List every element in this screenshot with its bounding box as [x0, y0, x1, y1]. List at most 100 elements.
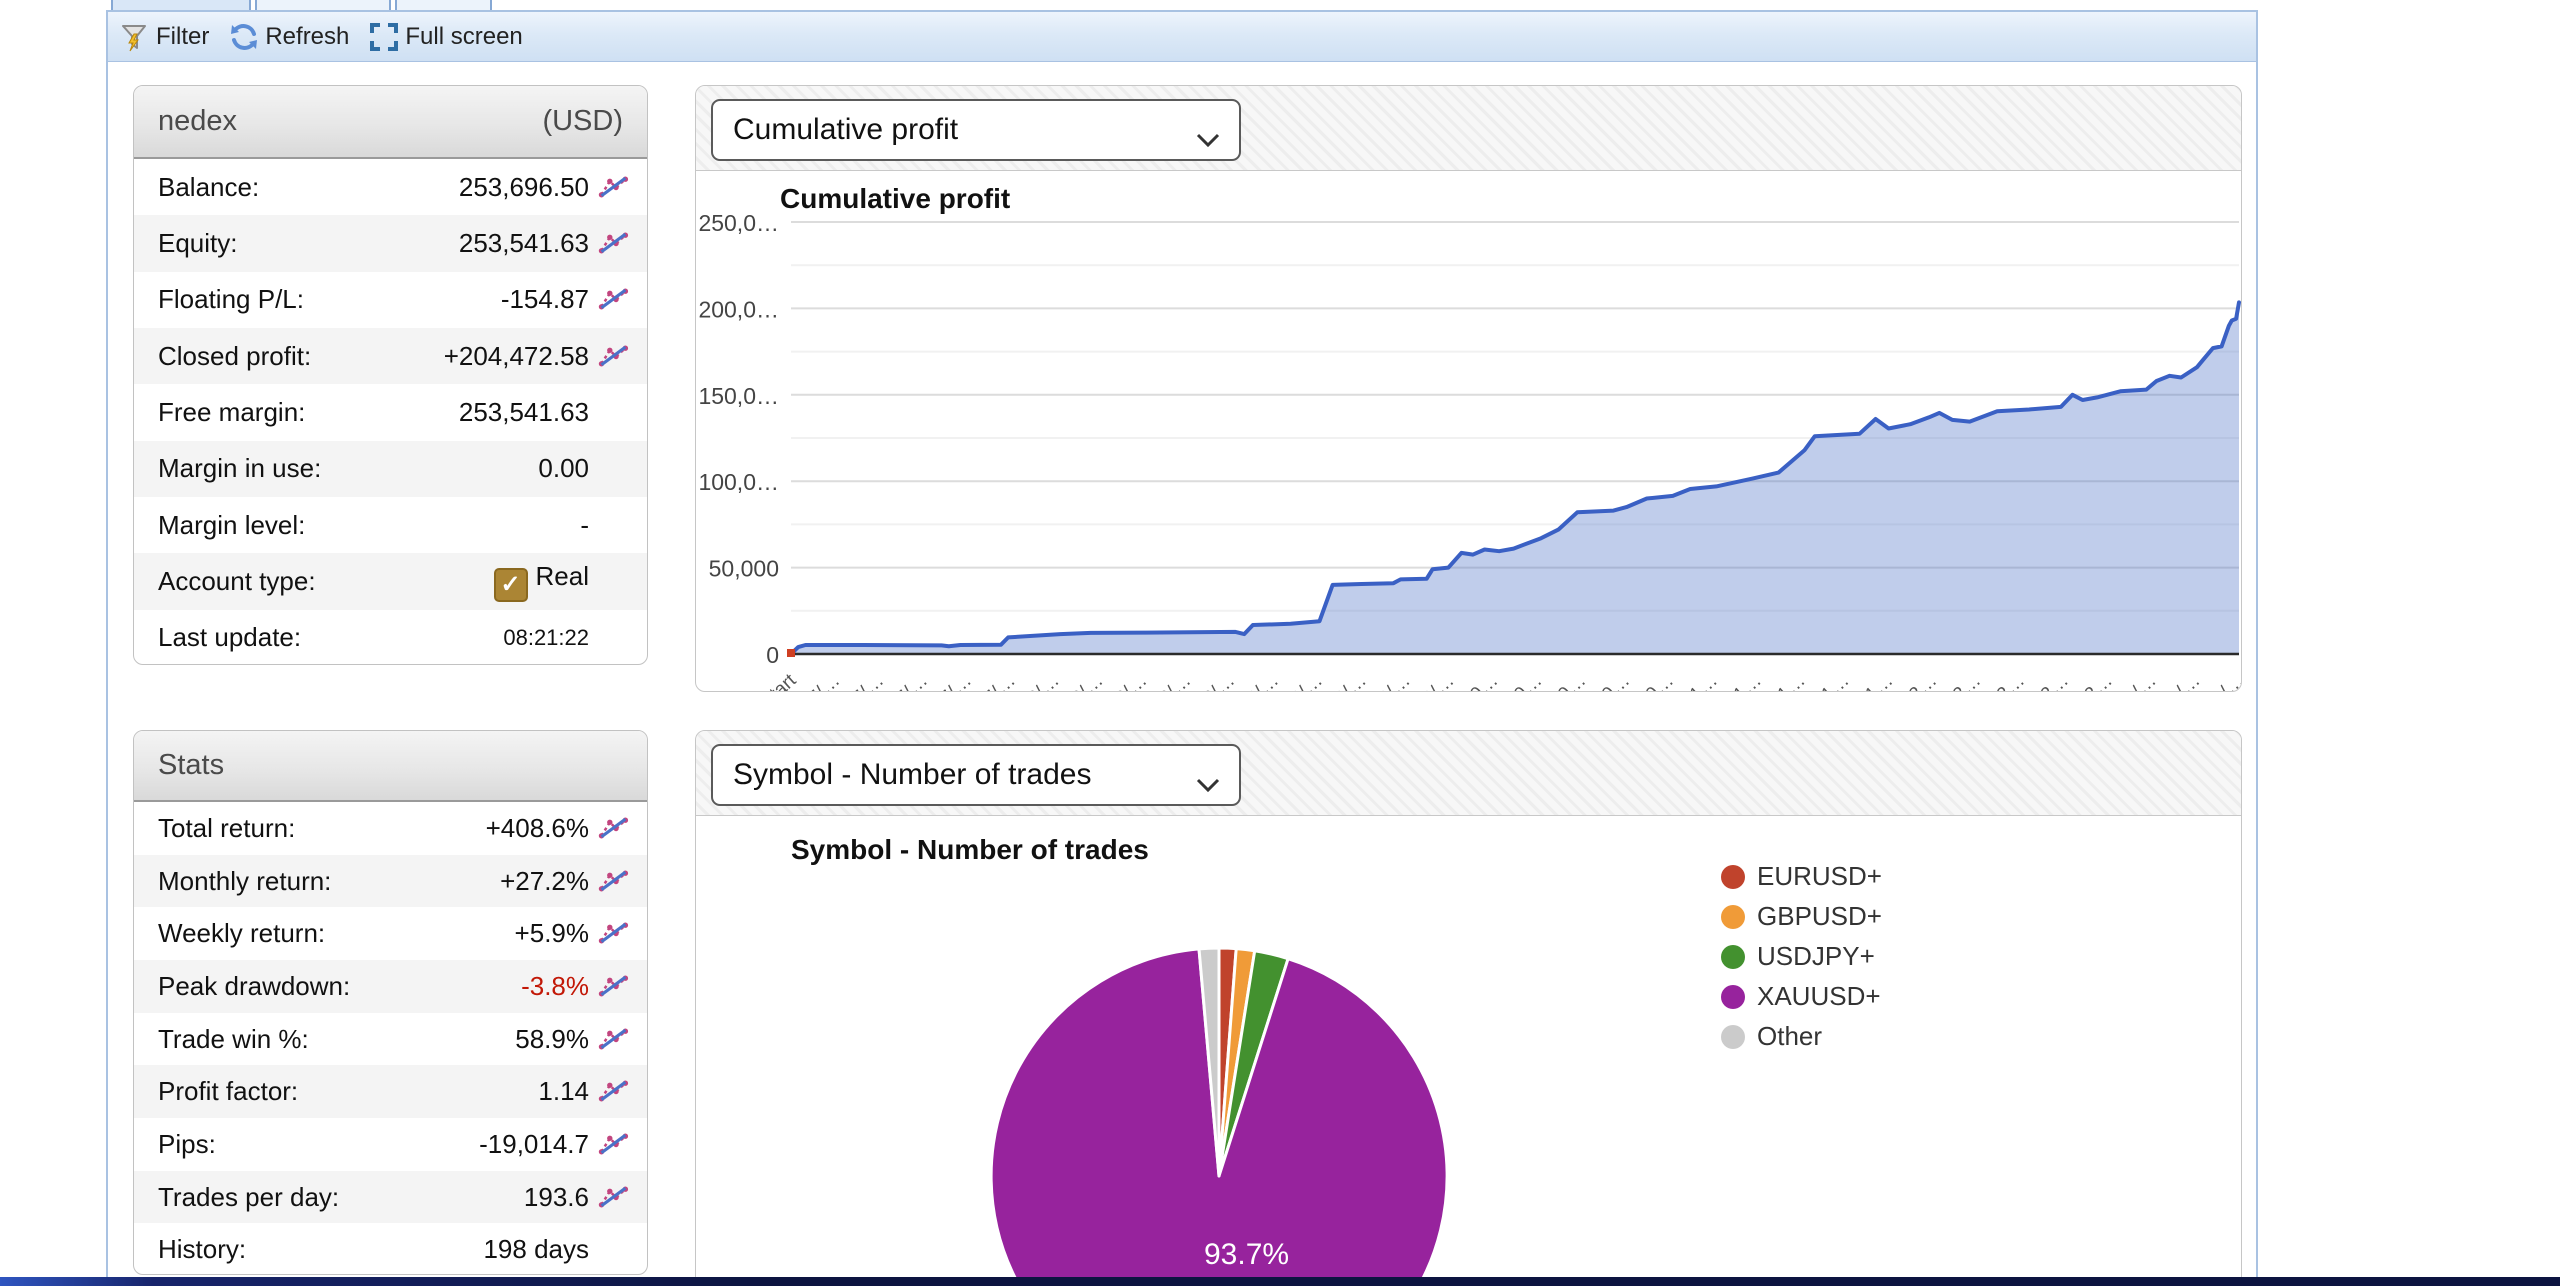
fullscreen-icon: [369, 22, 399, 52]
profit-chart-header: Cumulative profit: [696, 86, 2241, 171]
legend-label: XAUUSD+: [1757, 981, 1881, 1011]
mini-chart-icon[interactable]: [589, 960, 633, 1013]
stats-rows: Total return: +408.6% Monthly return: +27.2…: [134, 802, 647, 1274]
mini-chart-icon[interactable]: [589, 215, 633, 271]
legend-item-xauusd[interactable]: XAUUSD+: [1721, 981, 1881, 1012]
mini-chart-icon[interactable]: [589, 907, 633, 960]
pie-slice-other: [1197, 946, 1221, 1178]
x-axis-label: 9/…: [1419, 670, 1459, 692]
symbol-trades-panel: Symbol - Number of trades Symbol - Numbe…: [695, 730, 2242, 1286]
row-label: Closed profit:: [158, 340, 312, 371]
x-axis-label: 8/…: [1024, 670, 1064, 692]
stat-row: Last update: 08:21:22: [134, 610, 647, 664]
symbol-chart-title: Symbol - Number of trades: [791, 834, 1149, 865]
row-value: +408.6%: [485, 812, 589, 843]
refresh-button[interactable]: Refresh: [229, 22, 349, 52]
row-value: 253,541.63: [458, 396, 589, 427]
icon-spacer: [589, 441, 633, 497]
stat-row: Closed profit: +204,472.58: [134, 327, 647, 385]
legend-dot: [1721, 944, 1745, 969]
row-label: Account type:: [158, 565, 316, 596]
row-label: Total return:: [158, 812, 296, 843]
x-axis-label: 12…: [1941, 670, 1985, 692]
row-label: Last update:: [158, 622, 302, 653]
x-axis-label: 7/…: [980, 670, 1020, 692]
symbol-chart-dropdown[interactable]: Symbol - Number of trades: [711, 744, 1241, 806]
mini-chart-icon[interactable]: [589, 802, 633, 855]
symbol-chart-header: Symbol - Number of trades: [696, 731, 2241, 816]
legend-label: EURUSD+: [1757, 861, 1882, 891]
legend-dot: [1721, 1024, 1745, 1049]
row-label: Peak drawdown:: [158, 970, 351, 1001]
profit-chart-dropdown[interactable]: Cumulative profit: [711, 99, 1241, 161]
row-value: 1.14: [538, 1076, 589, 1107]
x-axis-label: 1/…: [2208, 670, 2241, 692]
x-axis-label: 9/…: [1287, 670, 1327, 692]
row-value: -19,014.7: [479, 1128, 589, 1159]
row-label: Monthly return:: [158, 865, 332, 896]
mini-chart-icon[interactable]: [589, 1118, 633, 1171]
x-axis-label: 1/…: [2121, 670, 2161, 692]
stat-row: Margin level: -: [134, 497, 647, 553]
icon-spacer: [589, 384, 633, 440]
x-axis-label: 11…: [1854, 670, 1897, 692]
mini-chart-icon[interactable]: [589, 272, 633, 328]
legend-dot: [1721, 904, 1745, 929]
symbol-trades-pie-chart: 93.7%: [989, 946, 1449, 1286]
mini-chart-icon[interactable]: [589, 1013, 633, 1066]
legend-label: Other: [1757, 1021, 1823, 1051]
profit-chart-body: Cumulative profit 0 50,000 100,0… 150,0… 200…: [696, 171, 2241, 692]
row-value: 253,696.50: [458, 171, 589, 202]
mini-chart-icon[interactable]: [589, 855, 633, 908]
icon-spacer: [589, 1223, 633, 1274]
row-value: +204,472.58: [443, 340, 589, 371]
row-label: Trades per day:: [158, 1181, 340, 1212]
profit-chart-title: Cumulative profit: [780, 183, 1011, 214]
y-axis-label: 200,0…: [698, 296, 779, 322]
refresh-label: Refresh: [265, 22, 350, 50]
row-value: 58.9%: [515, 1023, 589, 1054]
legend-item-gbpusd[interactable]: GBPUSD+: [1721, 901, 1882, 932]
row-value: -3.8%: [521, 970, 589, 1001]
row-label: History:: [158, 1234, 247, 1265]
x-axis-label: 7/…: [804, 670, 844, 692]
row-label: Margin level:: [158, 509, 306, 540]
start-marker: [787, 649, 795, 657]
pie-slice-xauusd: [989, 947, 1449, 1286]
toolbar: Filter Refresh: [108, 12, 2256, 62]
x-axis-label: 8/…: [1155, 670, 1195, 692]
x-axis-label: 7/…: [848, 670, 888, 692]
row-value: +5.9%: [514, 918, 589, 949]
x-axis-label: Start: [756, 670, 800, 692]
legend-label: GBPUSD+: [1757, 901, 1882, 931]
stat-row: Free margin: 253,541.63: [134, 384, 647, 440]
mini-chart-icon[interactable]: [589, 1171, 633, 1224]
tab-fragment-2[interactable]: [255, 0, 391, 10]
legend-item-usdjpy[interactable]: USDJPY+: [1721, 941, 1875, 972]
row-value: -154.87: [500, 284, 589, 315]
x-axis-label: 9/…: [1243, 670, 1283, 692]
filter-button[interactable]: Filter: [120, 22, 209, 52]
tab-fragment-1[interactable]: [111, 0, 251, 10]
legend-item-eurusd[interactable]: EURUSD+: [1721, 861, 1882, 892]
x-axis-label: 9/…: [1331, 670, 1371, 692]
stats-panel-header: Stats: [134, 731, 647, 802]
tab-fragment-3[interactable]: [395, 0, 492, 10]
x-axis-label: 10…: [1502, 670, 1546, 692]
x-axis-label: 10…: [1459, 670, 1503, 692]
row-label: Weekly return:: [158, 918, 326, 949]
legend-item-other[interactable]: Other: [1721, 1021, 1822, 1052]
filter-icon: [120, 22, 150, 52]
mini-chart-icon[interactable]: [589, 159, 633, 215]
stat-row: Peak drawdown: -3.8%: [134, 960, 647, 1013]
x-axis-label: 7/…: [892, 670, 932, 692]
real-account-checkbox[interactable]: ✓: [493, 567, 528, 602]
chevron-down-icon: [1195, 123, 1221, 157]
mini-chart-icon[interactable]: [589, 328, 633, 384]
mini-chart-icon[interactable]: [589, 1065, 633, 1118]
x-axis-label: 12…: [1985, 670, 2029, 692]
stat-row: Monthly return: +27.2%: [134, 854, 647, 908]
fullscreen-button[interactable]: Full screen: [369, 22, 523, 52]
x-axis-label: 10…: [1590, 670, 1634, 692]
